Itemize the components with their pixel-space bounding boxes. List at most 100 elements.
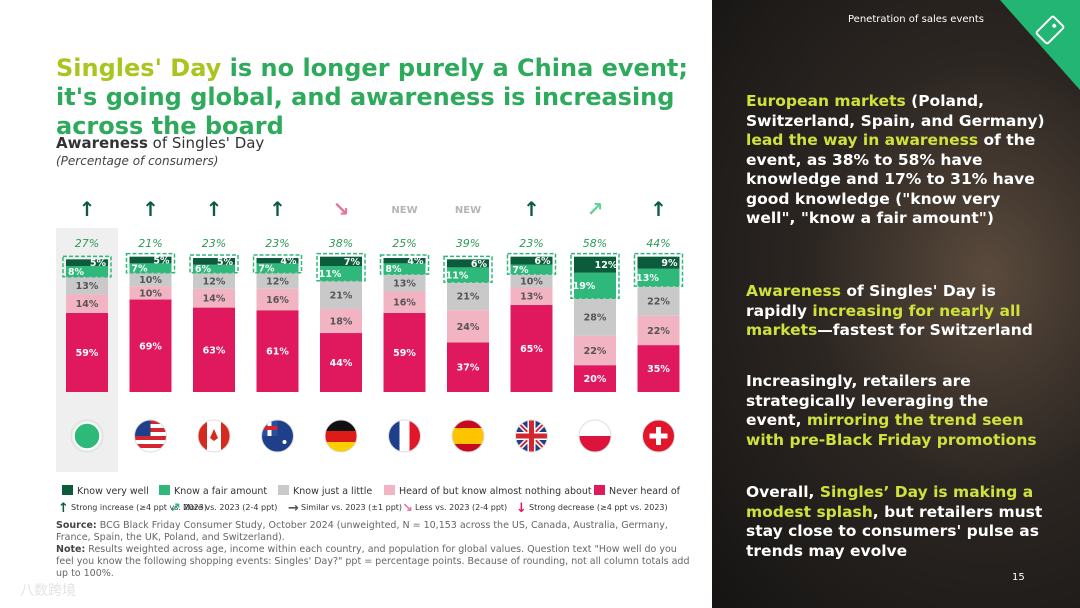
flag xyxy=(451,419,485,453)
flag-part xyxy=(261,426,278,430)
flag-art xyxy=(325,420,357,452)
legend-swatch xyxy=(594,485,605,495)
segment-label: 22% xyxy=(584,346,607,357)
flag-art xyxy=(261,420,294,452)
side-panel xyxy=(712,0,1080,608)
flag-ring xyxy=(70,419,104,453)
flag-ring xyxy=(451,419,485,453)
sidebar-paragraph: Awareness of Singles' Day is rapidly inc… xyxy=(746,282,1046,341)
segment-label: 10% xyxy=(139,275,162,286)
sidebar-text: lead the way in awareness xyxy=(746,131,979,149)
segment-label: 7% xyxy=(512,265,529,276)
flag-part xyxy=(409,420,421,452)
flag-art xyxy=(515,420,548,452)
segment-label: 7% xyxy=(344,257,361,268)
awareness-box xyxy=(633,252,684,287)
awareness-box xyxy=(316,252,366,282)
legend-label: Never heard of xyxy=(609,486,681,497)
tag-icon xyxy=(1035,15,1065,45)
segment-label: 13% xyxy=(393,278,416,289)
bar-segment xyxy=(256,272,299,289)
bar-segment xyxy=(320,280,362,309)
trend-legend-label: Similar vs. 2023 (±1 ppt) xyxy=(301,503,402,512)
sidebar-text: —fastest for Switzerland xyxy=(817,321,1033,339)
trend-legend-label: Strong decrease (≥4 ppt vs. 2023) xyxy=(529,503,668,512)
bar-segment xyxy=(66,276,108,295)
total-label: 23% xyxy=(202,237,226,250)
flag-part xyxy=(579,436,611,452)
bar-segment xyxy=(256,263,299,273)
bar-segment xyxy=(320,266,362,281)
trend-indicator: ↘ xyxy=(333,197,350,221)
segment-label: 65% xyxy=(520,344,543,355)
trend-indicator: ↑ xyxy=(523,197,540,221)
flag-ring xyxy=(515,419,548,453)
segment-label: 21% xyxy=(457,292,480,303)
awareness-box xyxy=(506,252,557,275)
bar-segment xyxy=(510,264,553,275)
segment-label: 4% xyxy=(407,256,424,267)
flag-art xyxy=(642,420,675,452)
flag-art xyxy=(579,420,611,452)
flag-ring xyxy=(197,419,231,453)
segment-label: 11% xyxy=(319,269,342,280)
sidebar-text: Overall, xyxy=(746,483,820,501)
trend-legend-symbol: → xyxy=(288,501,299,516)
flag-part xyxy=(325,442,357,452)
bar-segment xyxy=(574,335,616,366)
total-label: 21% xyxy=(138,237,162,250)
flag-part xyxy=(134,448,167,452)
bar-segment xyxy=(510,304,553,392)
flag xyxy=(70,419,104,453)
bar-segment xyxy=(637,315,680,346)
footnote: Source: BCG Black Friday Consumer Study,… xyxy=(56,520,696,580)
segment-label: 20% xyxy=(584,374,607,385)
sidebar-text: European markets xyxy=(746,92,906,110)
trend-legend-symbol: ↑ xyxy=(58,501,69,516)
legend-swatch xyxy=(384,485,395,495)
watermark: 八数跨境 xyxy=(20,583,76,599)
bar-segment xyxy=(574,256,616,273)
bar-segment xyxy=(193,264,235,273)
trend-legend-symbol: ↘ xyxy=(402,501,413,516)
segment-label: 6% xyxy=(534,256,551,267)
total-label: 23% xyxy=(519,237,543,250)
bar-segment xyxy=(574,272,616,299)
flag-part xyxy=(134,444,167,448)
bar-segment xyxy=(637,345,680,392)
sidebar-text: of the event, as 38% to 58% have knowled… xyxy=(746,131,1036,227)
bar-segment xyxy=(574,365,616,392)
flag-ring xyxy=(642,419,675,453)
bar-segment xyxy=(510,274,553,288)
bar-segment xyxy=(447,310,489,343)
sidebar-text: Awareness xyxy=(746,282,841,300)
segment-label: 59% xyxy=(393,348,416,359)
sidebar-paragraph: European markets (Poland, Switzerland, S… xyxy=(746,92,1046,229)
trend-indicator: ↑ xyxy=(206,197,223,221)
segment-label: 16% xyxy=(393,298,416,309)
segment-label: 14% xyxy=(76,299,99,310)
sidebar-text: , but retailers must stay close to consu… xyxy=(746,502,1043,560)
sidebar-text: (Poland, Switzerland, Spain, and Germany… xyxy=(746,92,1045,130)
segment-label: 12% xyxy=(595,260,618,271)
segment-label: 18% xyxy=(330,316,353,327)
segment-label: 13% xyxy=(76,281,99,292)
flag-part xyxy=(452,428,484,444)
bar-segment xyxy=(574,298,616,336)
bar-segment xyxy=(320,308,362,334)
trend-indicator: NEW xyxy=(455,205,481,216)
bar-segment xyxy=(383,312,426,392)
bar-segment xyxy=(383,291,426,313)
flag-ring xyxy=(324,419,358,453)
total-label: 23% xyxy=(265,237,289,250)
segment-label: 63% xyxy=(203,345,226,356)
segment-label: 12% xyxy=(203,276,226,287)
awareness-box xyxy=(189,254,239,274)
segment-label: 11% xyxy=(446,270,469,281)
total-label: 27% xyxy=(75,237,99,250)
sidebar-text: Increasingly, retailers are strategicall… xyxy=(746,372,989,429)
total-label: 58% xyxy=(583,237,607,250)
segment-label: 7% xyxy=(131,264,148,275)
trend-legend-symbol: ↓ xyxy=(516,501,527,516)
flag-part xyxy=(399,420,410,452)
